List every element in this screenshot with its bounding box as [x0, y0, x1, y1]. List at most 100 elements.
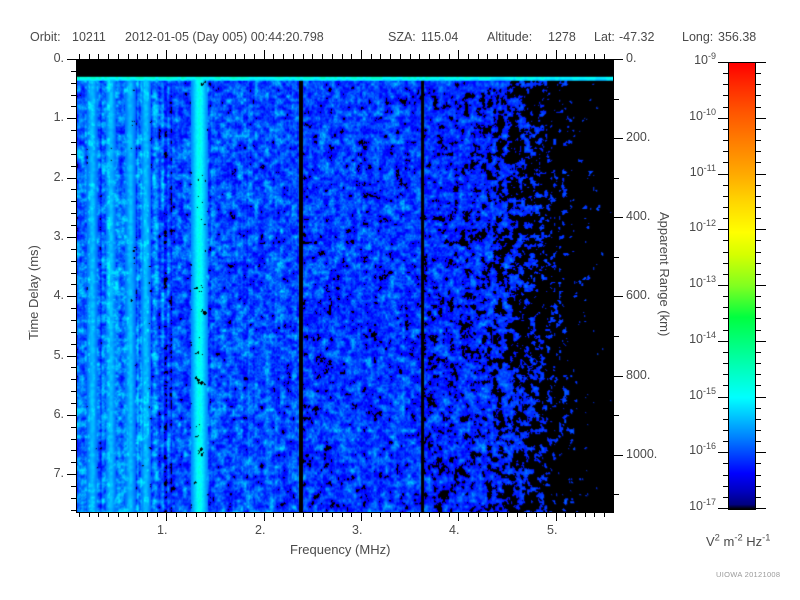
x-minor-tick — [244, 512, 245, 517]
colorbar-minor-tick — [723, 140, 728, 141]
colorbar-minor-tick — [756, 107, 761, 108]
y-axis-title: Time Delay (ms) — [26, 245, 41, 340]
x-top-tick — [449, 54, 450, 59]
x-top-tick — [283, 54, 284, 59]
y-minor-tick — [71, 391, 76, 392]
colorbar-minor-tick — [723, 129, 728, 130]
y2-minor-tick — [614, 99, 619, 100]
x-top-tick — [235, 54, 236, 59]
colorbar-minor-tick — [756, 330, 761, 331]
x-top-tick — [147, 54, 148, 59]
x-top-tick — [419, 54, 420, 59]
colorbar-tick-label-3: 10-12 — [689, 217, 716, 234]
y-minor-tick — [71, 71, 76, 72]
y2-tick-label-5: 1000. — [626, 447, 658, 461]
colorbar-minor-tick — [756, 151, 761, 152]
y-major-tick — [67, 474, 76, 475]
colorbar-minor-tick — [756, 408, 761, 409]
colorbar-minor-tick — [756, 84, 761, 85]
y-minor-tick — [71, 213, 76, 214]
colorbar-major-tick — [756, 118, 766, 119]
x-minor-tick — [196, 512, 197, 517]
x-top-tick — [264, 50, 265, 59]
x-minor-tick — [594, 512, 595, 517]
y2-minor-tick — [614, 257, 619, 258]
radargram-plot-area — [76, 59, 614, 513]
x-minor-tick — [478, 512, 479, 517]
x-top-tick — [196, 54, 197, 59]
colorbar-minor-tick — [756, 296, 761, 297]
x-top-tick — [293, 54, 294, 59]
y-minor-tick — [71, 261, 76, 262]
y-minor-tick — [71, 427, 76, 428]
y-minor-tick — [71, 367, 76, 368]
y-minor-tick — [71, 284, 76, 285]
colorbar-major-tick — [756, 397, 766, 398]
unit-m: m — [719, 534, 735, 549]
x-minor-tick — [517, 512, 518, 517]
x-top-tick — [604, 54, 605, 59]
colorbar-tick-label-4: 10-13 — [689, 273, 716, 290]
x-major-tick — [166, 512, 167, 521]
x-minor-tick — [312, 512, 313, 517]
unit-hz: Hz — [742, 534, 763, 549]
y-minor-tick — [71, 166, 76, 167]
colorbar-minor-tick — [723, 441, 728, 442]
colorbar-minor-tick — [756, 129, 761, 130]
colorbar-tick-label-5: 10-14 — [689, 329, 716, 346]
colorbar-minor-tick — [756, 374, 761, 375]
colorbar-major-tick — [718, 452, 728, 453]
x-top-tick — [439, 54, 440, 59]
colorbar-major-tick — [756, 508, 766, 509]
x-top-tick — [585, 54, 586, 59]
x-minor-tick — [526, 512, 527, 517]
x-top-tick — [118, 54, 119, 59]
y-minor-tick — [71, 154, 76, 155]
y2-tick-label-4: 800. — [626, 368, 651, 382]
y-tick-label-6: 6. — [53, 407, 64, 421]
x-minor-tick — [176, 512, 177, 517]
unit-v-exp: 2 — [714, 532, 720, 543]
x-axis-title: Frequency (MHz) — [290, 542, 391, 557]
colorbar-major-tick — [756, 341, 766, 342]
colorbar-major-tick — [718, 397, 728, 398]
x-minor-tick — [128, 512, 129, 517]
x-top-tick — [176, 54, 177, 59]
colorbar-minor-tick — [756, 307, 761, 308]
y2-minor-tick — [614, 336, 619, 337]
colorbar-minor-tick — [756, 441, 761, 442]
colorbar-minor-tick — [723, 274, 728, 275]
colorbar-minor-tick — [756, 207, 761, 208]
colorbar-minor-tick — [723, 196, 728, 197]
y-minor-tick — [71, 498, 76, 499]
y-tick-label-1: 1. — [53, 110, 64, 124]
x-minor-tick — [497, 512, 498, 517]
x-top-tick — [273, 54, 274, 59]
y2-tick-label-3: 600. — [626, 288, 651, 302]
y-minor-tick — [71, 486, 76, 487]
x-minor-tick — [439, 512, 440, 517]
colorbar-minor-tick — [723, 486, 728, 487]
x-top-tick — [303, 54, 304, 59]
colorbar-minor-tick — [723, 73, 728, 74]
x-top-tick — [546, 54, 547, 59]
y-minor-tick — [71, 273, 76, 274]
x-minor-tick — [536, 512, 537, 517]
colorbar-minor-tick — [756, 363, 761, 364]
colorbar-minor-tick — [756, 463, 761, 464]
header-long: Long: — [682, 30, 714, 44]
colorbar-minor-tick — [723, 330, 728, 331]
y-minor-tick — [71, 320, 76, 321]
x-minor-tick — [429, 512, 430, 517]
x-top-tick — [380, 54, 381, 59]
colorbar-minor-tick — [723, 95, 728, 96]
x-top-tick — [79, 54, 80, 59]
x-top-tick — [497, 54, 498, 59]
colorbar-minor-tick — [723, 307, 728, 308]
colorbar-minor-tick — [756, 252, 761, 253]
y2-minor-tick — [614, 494, 619, 495]
colorbar-minor-tick — [723, 84, 728, 85]
y-minor-tick — [71, 130, 76, 131]
header-lat: Lat: — [594, 30, 615, 44]
x-minor-tick — [380, 512, 381, 517]
